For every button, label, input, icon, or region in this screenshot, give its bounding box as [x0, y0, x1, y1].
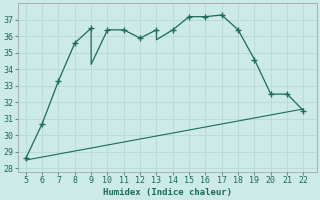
X-axis label: Humidex (Indice chaleur): Humidex (Indice chaleur) [103, 188, 232, 197]
